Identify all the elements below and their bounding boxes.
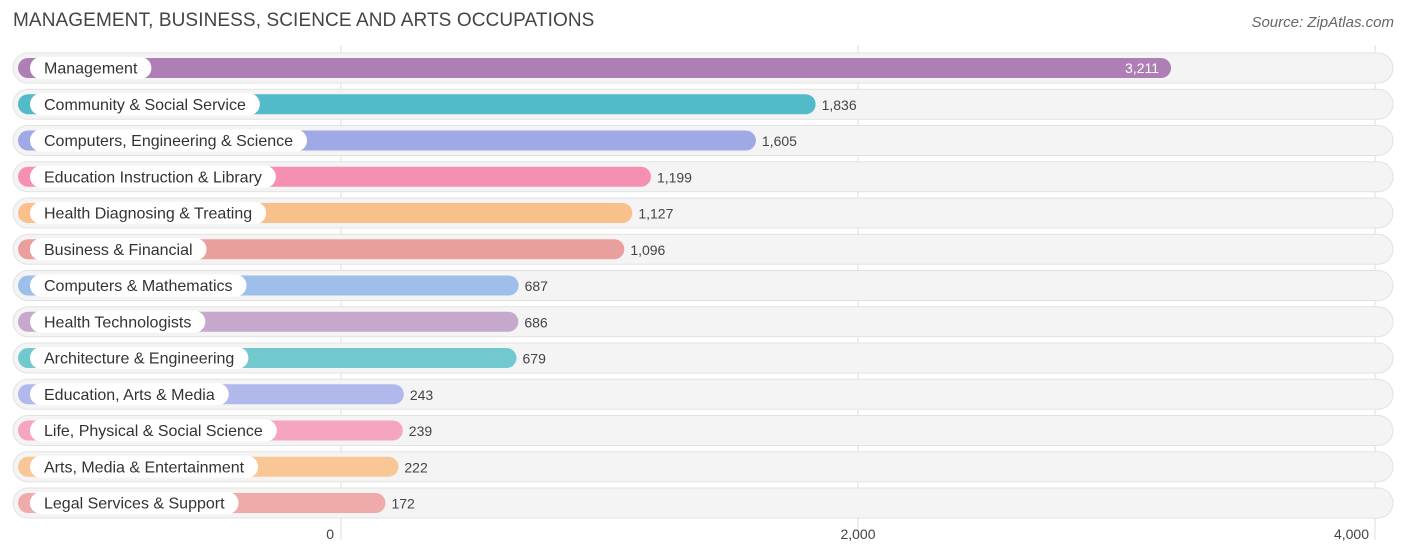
category-label: Health Technologists (44, 314, 191, 331)
x-tick-label: 2,000 (840, 526, 875, 542)
category-label: Business & Financial (44, 242, 193, 259)
value-label: 1,605 (762, 133, 797, 149)
source-label: Source: ZipAtlas.com (1251, 14, 1394, 31)
value-label: 1,199 (657, 169, 692, 185)
bar (18, 58, 1172, 78)
category-label: Computers & Mathematics (44, 278, 233, 295)
value-label: 1,836 (822, 97, 857, 113)
category-label: Education, Arts & Media (44, 387, 215, 404)
value-label: 3,211 (1125, 60, 1159, 76)
category-label-bg (30, 57, 152, 79)
value-label: 1,127 (638, 206, 673, 222)
category-label-bg (30, 129, 308, 152)
category-label-bg (30, 383, 229, 406)
category-label: Arts, Media & Entertainment (44, 459, 245, 476)
value-label: 686 (524, 314, 548, 330)
category-label-bg (30, 455, 259, 478)
value-label: 172 (391, 496, 415, 512)
category-label-bg (30, 492, 239, 514)
category-label-bg (30, 347, 249, 369)
category-label-bg (30, 93, 260, 116)
category-label-bg (30, 310, 206, 333)
value-label: 243 (410, 387, 434, 403)
category-label: Community & Social Service (44, 97, 246, 114)
chart-title: MANAGEMENT, BUSINESS, SCIENCE AND ARTS O… (13, 10, 595, 31)
category-label-bg (30, 202, 267, 224)
category-label-bg (30, 274, 247, 297)
value-label: 239 (409, 423, 433, 439)
value-label: 687 (525, 278, 549, 294)
value-label: 1,096 (630, 242, 665, 258)
category-label: Life, Physical & Social Science (44, 423, 263, 440)
x-tick-label: 4,000 (1334, 526, 1369, 542)
category-label-bg (30, 419, 277, 442)
x-tick-label: 0 (326, 526, 334, 542)
category-label: Legal Services & Support (44, 496, 225, 513)
category-label-bg (30, 238, 207, 261)
category-label: Health Diagnosing & Treating (44, 206, 252, 223)
category-label: Architecture & Engineering (44, 351, 234, 368)
category-label: Management (44, 61, 138, 78)
category-label: Education Instruction & Library (44, 169, 262, 186)
value-label: 222 (404, 459, 428, 475)
category-label: Computers, Engineering & Science (44, 133, 293, 150)
category-label-bg (30, 165, 276, 188)
value-label: 679 (523, 351, 547, 367)
